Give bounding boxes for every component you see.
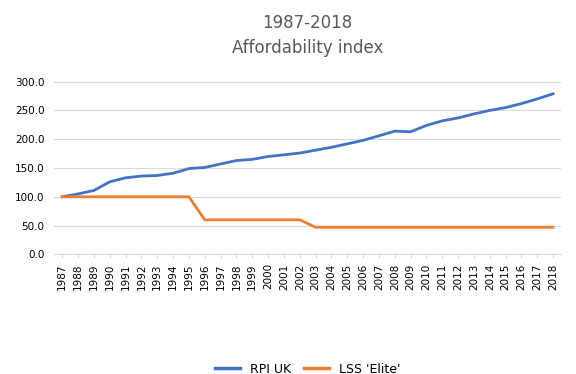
LSS 'Elite' [201,218,208,222]
RPI UK [376,134,382,138]
LSS 'Elite' [312,225,319,230]
LSS 'Elite' [550,225,556,230]
LSS 'Elite' [185,194,192,199]
RPI UK [249,157,256,162]
RPI UK [154,173,161,178]
LSS 'Elite' [264,218,271,222]
LSS 'Elite' [59,194,66,199]
RPI UK [217,162,224,166]
RPI UK [233,158,240,163]
LSS 'Elite' [407,225,414,230]
LSS 'Elite' [233,218,240,222]
LSS 'Elite' [423,225,430,230]
LSS 'Elite' [138,194,145,199]
RPI UK [75,191,82,196]
LSS 'Elite' [376,225,382,230]
RPI UK [107,180,113,184]
RPI UK [185,166,192,171]
LSS 'Elite' [486,225,493,230]
RPI UK [518,101,525,106]
LSS 'Elite' [90,194,97,199]
RPI UK [296,151,303,155]
RPI UK [439,119,446,123]
LSS 'Elite' [281,218,287,222]
LSS 'Elite' [296,218,303,222]
RPI UK [281,153,287,157]
RPI UK [391,129,398,134]
RPI UK [454,116,461,120]
RPI UK [312,148,319,153]
LSS 'Elite' [122,194,129,199]
LSS 'Elite' [391,225,398,230]
LSS 'Elite' [154,194,161,199]
RPI UK [471,112,478,116]
LSS 'Elite' [439,225,446,230]
LSS 'Elite' [249,218,256,222]
Title: 1987-2018
Affordability index: 1987-2018 Affordability index [232,15,384,58]
Line: LSS 'Elite': LSS 'Elite' [62,197,553,227]
LSS 'Elite' [359,225,366,230]
RPI UK [550,92,556,96]
LSS 'Elite' [328,225,335,230]
RPI UK [344,142,351,146]
LSS 'Elite' [518,225,525,230]
RPI UK [59,194,66,199]
RPI UK [90,188,97,193]
RPI UK [264,154,271,159]
LSS 'Elite' [217,218,224,222]
RPI UK [170,171,177,175]
RPI UK [423,123,430,128]
LSS 'Elite' [471,225,478,230]
LSS 'Elite' [534,225,541,230]
LSS 'Elite' [454,225,461,230]
LSS 'Elite' [75,194,82,199]
RPI UK [201,165,208,170]
RPI UK [122,175,129,180]
Legend: RPI UK, LSS 'Elite': RPI UK, LSS 'Elite' [210,358,406,374]
LSS 'Elite' [170,194,177,199]
RPI UK [534,97,541,101]
RPI UK [407,129,414,134]
Line: RPI UK: RPI UK [62,94,553,197]
RPI UK [138,174,145,178]
LSS 'Elite' [344,225,351,230]
RPI UK [486,108,493,113]
RPI UK [502,105,509,110]
RPI UK [328,145,335,150]
RPI UK [359,138,366,142]
LSS 'Elite' [502,225,509,230]
LSS 'Elite' [107,194,113,199]
